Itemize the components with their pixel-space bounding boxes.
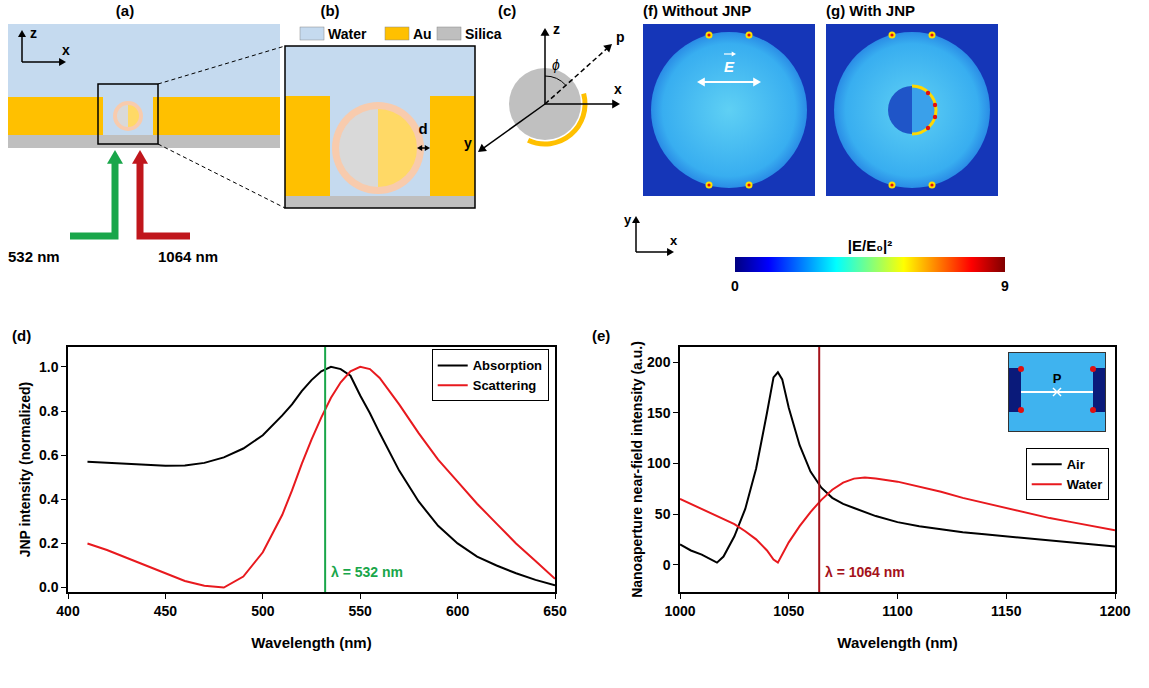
svg-text:100: 100 [647,455,671,471]
svg-text:150: 150 [647,405,671,421]
svg-text:200: 200 [647,354,671,370]
svg-text:(e): (e) [592,327,610,344]
svg-text:z: z [553,21,560,37]
svg-text:d: d [418,120,427,137]
svg-text:1100: 1100 [882,603,913,619]
svg-text:Absorption: Absorption [473,358,542,373]
svg-text:ϕ: ϕ [552,57,560,73]
svg-text:(f) Without JNP: (f) Without JNP [643,2,751,19]
svg-text:Silica: Silica [465,26,502,42]
svg-text:1050: 1050 [773,603,804,619]
svg-text:1150: 1150 [991,603,1022,619]
svg-text:650: 650 [543,603,567,619]
svg-text:0.2: 0.2 [39,535,59,551]
svg-text:450: 450 [154,603,178,619]
svg-text:1064 nm: 1064 nm [158,248,218,265]
svg-text:500: 500 [251,603,275,619]
svg-text:Water: Water [328,26,367,42]
svg-text:9: 9 [1001,278,1009,294]
svg-text:1000: 1000 [664,603,695,619]
svg-text:(c): (c) [498,2,516,19]
svg-text:p: p [616,29,625,45]
svg-text:550: 550 [349,603,373,619]
svg-text:Nanoaperture near-field intens: Nanoaperture near-field intensity (a.u.) [629,341,645,598]
svg-text:50: 50 [655,506,671,522]
svg-text:Au: Au [413,26,432,42]
svg-text:(g) With JNP: (g) With JNP [826,2,915,19]
svg-text:Wavelength (nm): Wavelength (nm) [837,634,957,651]
svg-text:x: x [614,81,622,97]
svg-text:600: 600 [446,603,470,619]
svg-text:x: x [670,233,678,248]
svg-text:E: E [724,58,735,75]
svg-text:0: 0 [731,278,739,294]
svg-text:532 nm: 532 nm [8,248,60,265]
svg-text:λ = 1064 nm: λ = 1064 nm [825,564,905,580]
svg-text:(d): (d) [12,327,31,344]
svg-text:z: z [30,25,37,41]
svg-text:0: 0 [663,557,671,573]
svg-text:0.4: 0.4 [39,491,59,507]
svg-text:0.6: 0.6 [39,447,59,463]
svg-text:y: y [464,135,472,151]
svg-text:Wavelength (nm): Wavelength (nm) [251,634,371,651]
svg-text:1.0: 1.0 [39,359,59,375]
svg-text:400: 400 [56,603,80,619]
svg-text:Air: Air [1067,457,1085,472]
svg-text:JNP intensity (normalized): JNP intensity (normalized) [17,382,33,558]
svg-text:Water: Water [1067,477,1103,492]
svg-text:(a): (a) [116,2,134,19]
svg-text:P: P [1053,371,1062,386]
svg-text:(b): (b) [320,2,339,19]
svg-text:0.0: 0.0 [39,579,59,595]
svg-text:|E/E₀|²: |E/E₀|² [848,237,892,254]
svg-text:0.8: 0.8 [39,403,59,419]
svg-text:1200: 1200 [1099,603,1130,619]
svg-text:y: y [624,212,632,227]
svg-text:x: x [62,42,70,58]
svg-text:λ = 532 nm: λ = 532 nm [331,564,403,580]
svg-text:Scattering: Scattering [473,378,537,393]
